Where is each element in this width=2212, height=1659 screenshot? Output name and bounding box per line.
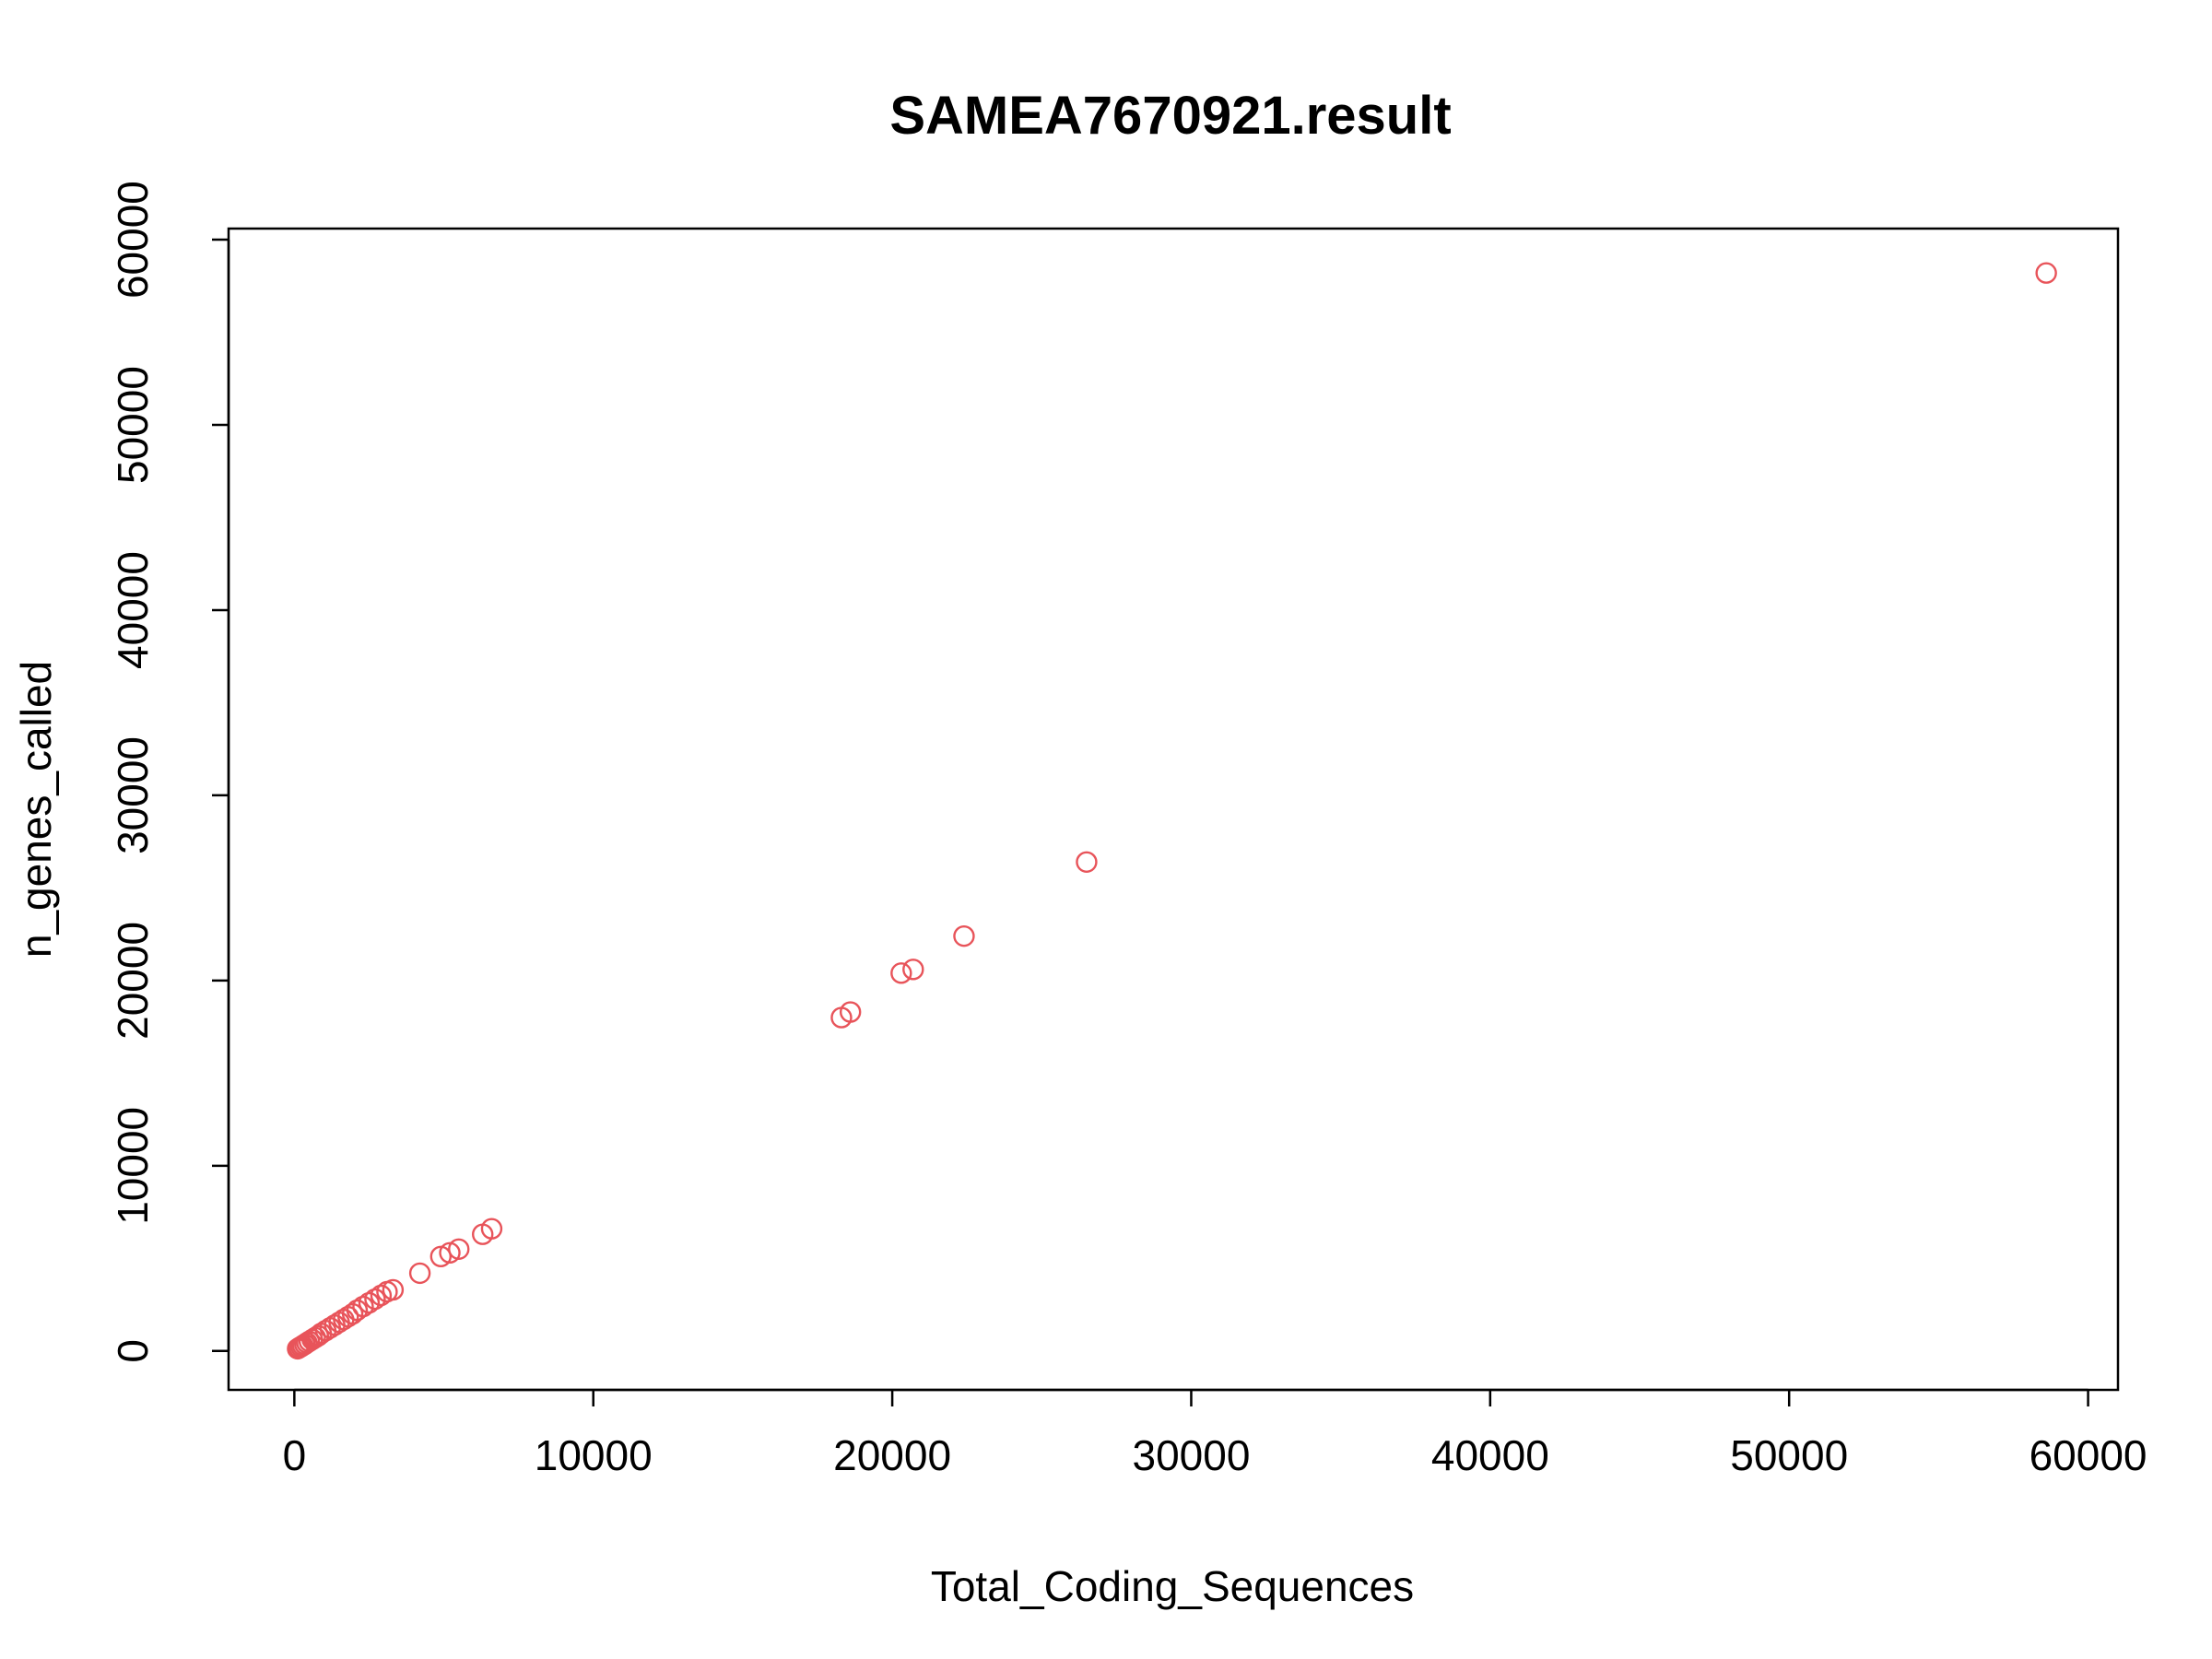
data-point (364, 1288, 386, 1311)
x-tick-label: 60000 (2030, 1431, 2147, 1479)
data-point (472, 1223, 494, 1245)
x-axis: 0 10000 20000 30000 40000 50000 60000 (283, 1388, 2147, 1479)
data-point (953, 924, 975, 947)
data-point (890, 962, 912, 984)
x-tick-label: 50000 (1730, 1431, 1848, 1479)
x-tick-label: 0 (283, 1431, 307, 1479)
chart-title: SAMEA7670921.result (889, 86, 1451, 146)
data-point (370, 1284, 393, 1307)
data-point (408, 1262, 431, 1285)
points-layer (287, 262, 2057, 1360)
y-tick-label: 40000 (109, 551, 157, 669)
data-point (902, 959, 924, 981)
data-point (2035, 262, 2057, 284)
x-tick-label: 30000 (1133, 1431, 1251, 1479)
data-point (358, 1291, 381, 1314)
data-point (1076, 851, 1098, 873)
data-point (376, 1280, 398, 1303)
x-tick-label: 20000 (833, 1431, 951, 1479)
data-point (429, 1245, 453, 1268)
y-axis: 0 10000 20000 30000 40000 50000 60000 (109, 181, 230, 1363)
y-tick-label: 0 (109, 1339, 157, 1363)
x-axis-label: Total_Coding_Sequences (931, 1562, 1414, 1610)
x-tick-label: 40000 (1431, 1431, 1549, 1479)
y-tick-label: 60000 (109, 181, 157, 299)
data-point (830, 1006, 853, 1029)
data-point (287, 1337, 309, 1360)
y-tick-label: 50000 (109, 366, 157, 484)
x-tick-label: 10000 (535, 1431, 653, 1479)
y-axis-label: n_genes_called (12, 661, 60, 958)
y-tick-label: 20000 (109, 922, 157, 1040)
y-tick-label: 30000 (109, 736, 157, 854)
y-tick-label: 10000 (109, 1107, 157, 1225)
plot-frame (227, 227, 2120, 1392)
